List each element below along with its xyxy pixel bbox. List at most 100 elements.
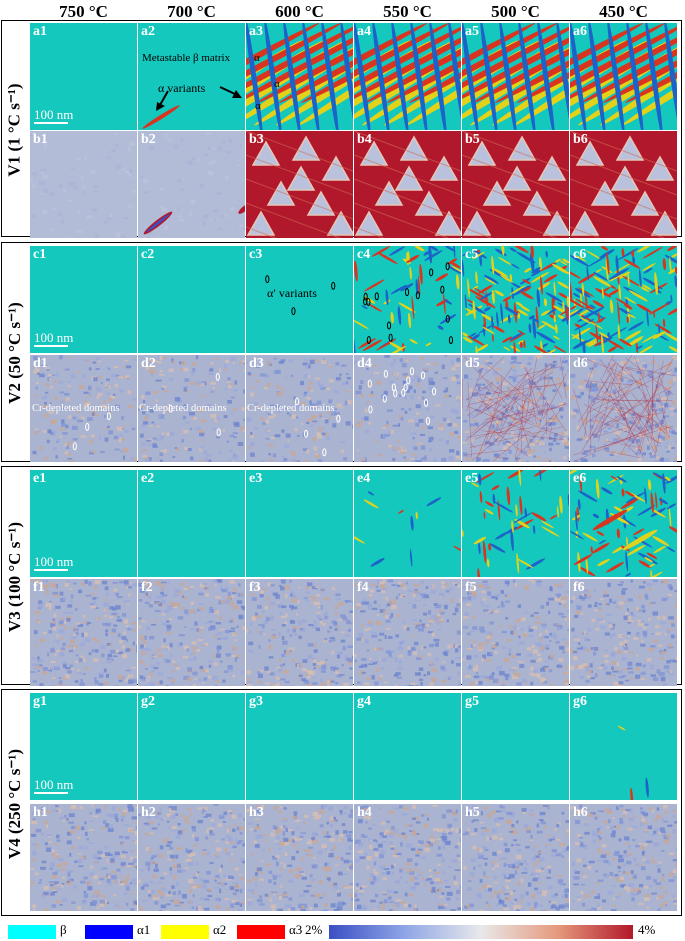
alpha-glyph-1: α bbox=[254, 52, 260, 64]
concentration-map-panel: b2 bbox=[138, 131, 245, 238]
concentration-map-panel: b6 bbox=[570, 131, 677, 238]
panel-label: b1 bbox=[33, 132, 48, 147]
panel-label: h3 bbox=[249, 805, 264, 820]
temperature-header-700: 700 °C bbox=[167, 2, 216, 21]
colorbar-max-label: 4% bbox=[638, 922, 656, 937]
phase-map-panel: a5 bbox=[462, 23, 569, 130]
scale-bar: 100 nm bbox=[34, 778, 73, 794]
panel-label: e5 bbox=[465, 471, 479, 486]
panel-label: a1 bbox=[33, 24, 47, 39]
row-label-v1: V1 (1 °C s⁻¹) bbox=[5, 82, 24, 177]
panel-label: e4 bbox=[357, 471, 371, 486]
alpha-glyph-3: α bbox=[255, 100, 261, 112]
row-label-v4: V4 (250 °C s⁻¹) bbox=[5, 748, 24, 859]
panel-label: e3 bbox=[249, 471, 263, 486]
scale-bar-label: 100 nm bbox=[34, 554, 74, 569]
legend-swatch-alpha3 bbox=[237, 925, 285, 939]
temperature-header-750: 750 °C bbox=[59, 2, 108, 21]
panel-label: h4 bbox=[357, 805, 372, 820]
temperature-header-550: 550 °C bbox=[383, 2, 432, 21]
temperature-header-600: 600 °C bbox=[275, 2, 324, 21]
panel-label: d5 bbox=[465, 356, 480, 371]
concentration-map-panel: h2 bbox=[138, 804, 245, 911]
legend-label-beta: β bbox=[60, 922, 67, 937]
panel-label: b6 bbox=[573, 132, 588, 147]
panel-label: h1 bbox=[33, 805, 48, 820]
panel-label: a4 bbox=[357, 24, 371, 39]
legend-swatch-alpha2 bbox=[161, 925, 209, 939]
panel-label: f2 bbox=[141, 580, 153, 595]
concentration-map-panel: d6 bbox=[570, 355, 677, 462]
panel-label: e6 bbox=[573, 471, 587, 486]
phase-map-panel: a3 bbox=[246, 23, 353, 130]
concentration-map-panel: h5 bbox=[462, 804, 569, 911]
legend-label-alpha3: α3 bbox=[289, 922, 303, 937]
phase-map-panel: a2 bbox=[138, 23, 245, 130]
phase-map-panel: e4 bbox=[354, 470, 461, 577]
colorbar-min-label: 2% bbox=[305, 922, 323, 937]
phase-map-panel: a1 100 nm bbox=[30, 23, 137, 130]
phase-map-panel: e5 bbox=[462, 470, 569, 577]
cr-depleted-label-d2: Cr-depleted domains bbox=[139, 403, 227, 414]
panel-label: c4 bbox=[357, 247, 371, 262]
alpha-prime-variants-label: α′ variants bbox=[267, 286, 317, 300]
scale-bar-label: 100 nm bbox=[34, 107, 74, 122]
alpha-glyph-2: α bbox=[274, 78, 280, 90]
legend-label-alpha2: α2 bbox=[213, 922, 227, 937]
panel-label: b3 bbox=[249, 132, 264, 147]
panel-label: c2 bbox=[141, 247, 155, 262]
panel-label: h2 bbox=[141, 805, 156, 820]
phase-map-panel: c6 bbox=[570, 246, 677, 353]
panel-label: e2 bbox=[141, 471, 155, 486]
panel-label: b4 bbox=[357, 132, 372, 147]
panel-label: c6 bbox=[573, 247, 587, 262]
concentration-map-panel: b4 bbox=[354, 131, 461, 238]
panel-label: c3 bbox=[249, 247, 263, 262]
phase-map-panel: c5 bbox=[462, 246, 569, 353]
cr-depleted-label-d3: Cr-depleted domains bbox=[247, 403, 335, 414]
phase-map-panel: c1 100 nm bbox=[30, 246, 137, 353]
legend-swatch-beta bbox=[8, 925, 56, 939]
panel-label: g1 bbox=[33, 694, 47, 709]
panel-label: g4 bbox=[357, 694, 371, 709]
panel-label: d4 bbox=[357, 356, 372, 371]
panel-label: g5 bbox=[465, 694, 479, 709]
row-label-v3: V3 (100 °C s⁻¹) bbox=[5, 521, 24, 632]
scale-bar-label: 100 nm bbox=[34, 330, 74, 345]
panel-label: g2 bbox=[141, 694, 155, 709]
concentration-map-panel: d2 bbox=[138, 355, 245, 462]
temperature-header-500: 500 °C bbox=[491, 2, 540, 21]
panel-label: b5 bbox=[465, 132, 480, 147]
panel-label: g6 bbox=[573, 694, 587, 709]
panel-label: b2 bbox=[141, 132, 156, 147]
phase-map-panel: a6 bbox=[570, 23, 677, 130]
concentration-map-panel: f4 bbox=[354, 579, 461, 686]
temperature-header-450: 450 °C bbox=[599, 2, 648, 21]
panel-label: f4 bbox=[357, 580, 369, 595]
concentration-map-panel: b3 bbox=[246, 131, 353, 238]
phase-map-panel: c3 bbox=[246, 246, 353, 353]
panel-label: a2 bbox=[141, 24, 155, 39]
concentration-map-panel: h6 bbox=[570, 804, 677, 911]
panel-label: h5 bbox=[465, 805, 480, 820]
panel-label: f3 bbox=[249, 580, 261, 595]
concentration-colorbar bbox=[329, 925, 633, 939]
phase-map-panel: c2 bbox=[138, 246, 245, 353]
phase-map-panel: e2 bbox=[138, 470, 245, 577]
panel-label: d2 bbox=[141, 356, 156, 371]
scale-bar: 100 nm bbox=[34, 331, 73, 347]
arrow-annotations bbox=[156, 86, 242, 111]
concentration-map-panel: f1 bbox=[30, 579, 137, 686]
panel-label: f5 bbox=[465, 580, 477, 595]
phase-map-panel: e1 100 nm bbox=[30, 470, 137, 577]
legend-label-alpha1: α1 bbox=[137, 922, 151, 937]
concentration-map-panel: d1 bbox=[30, 355, 137, 462]
metastable-beta-label: Metastable β matrix bbox=[142, 52, 231, 64]
phase-map-panel: g3 bbox=[246, 693, 353, 800]
panel-label: d3 bbox=[249, 356, 264, 371]
concentration-map-panel: h4 bbox=[354, 804, 461, 911]
panel-label: a5 bbox=[465, 24, 479, 39]
panel-label: a3 bbox=[249, 24, 263, 39]
concentration-map-panel: d4 bbox=[354, 355, 461, 462]
